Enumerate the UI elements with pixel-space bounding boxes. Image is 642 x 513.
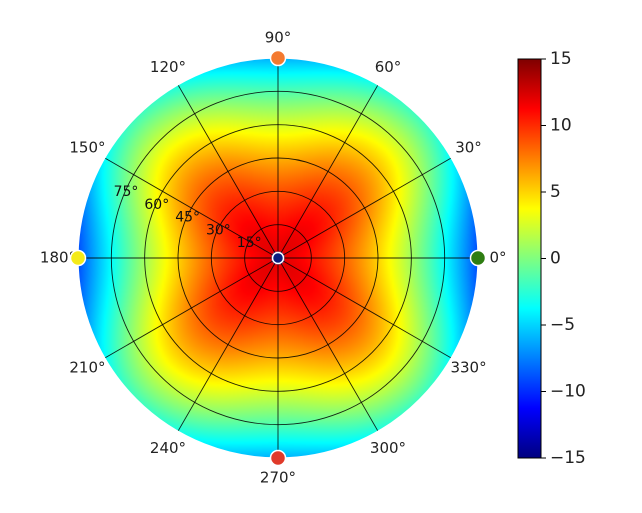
angle-tick-label: 60° xyxy=(375,58,402,76)
angle-tick-label: 30° xyxy=(455,139,482,157)
marker-point xyxy=(269,449,287,467)
angular-grid-line-240 xyxy=(177,257,279,432)
colorbar-tick-label: 10 xyxy=(550,116,572,136)
colorbar-tick-label: −5 xyxy=(550,315,575,335)
angular-grid-line-30 xyxy=(277,157,452,259)
angle-tick-label: 150° xyxy=(69,139,105,157)
angle-tick-label: 120° xyxy=(150,58,186,76)
radial-tick-label: 60° xyxy=(144,197,169,213)
marker-point xyxy=(271,251,285,265)
marker-point xyxy=(469,249,487,267)
angle-tick-label: 210° xyxy=(69,359,105,377)
angular-grid-line-210 xyxy=(104,257,279,359)
radial-tick-label: 30° xyxy=(206,222,231,238)
angle-tick-label: 180° xyxy=(40,249,76,267)
angular-grid-line-150 xyxy=(104,157,279,259)
colorbar-ticks: 15 10 5 0 −5 −10 −15 xyxy=(541,49,586,468)
colorbar: 15 10 5 0 −5 −10 −15 xyxy=(517,49,586,468)
angular-grid-line-330 xyxy=(277,257,452,359)
angular-grid-line-120 xyxy=(177,84,279,259)
marker-point xyxy=(269,49,287,67)
colorbar-gradient xyxy=(517,58,542,459)
angle-tick-label: 90° xyxy=(265,29,292,47)
edge-markers xyxy=(69,49,487,467)
angle-tick-label: 270° xyxy=(260,469,296,487)
angular-grid-line-300 xyxy=(277,257,379,432)
colorbar-tick-label: 15 xyxy=(550,49,572,69)
radial-tick-label: 15° xyxy=(237,235,262,251)
colorbar-tick-label: 5 xyxy=(550,182,561,202)
radial-tick-label: 75° xyxy=(114,184,139,200)
radial-tick-labels: 15° 30° 45° 60° 75° xyxy=(114,184,262,251)
angle-tick-label: 300° xyxy=(370,439,406,457)
colorbar-tick-label: −15 xyxy=(550,448,586,468)
colorbar-tick-label: −10 xyxy=(550,382,586,402)
angle-tick-label: 240° xyxy=(150,439,186,457)
marker-point xyxy=(69,249,87,267)
angle-tick-labels: 0° 30° 60° 90° 120° 150° 180° 210° 240° 270° 300° 3… xyxy=(40,29,507,487)
angular-grid-line-60 xyxy=(277,84,379,259)
angle-tick-label: 330° xyxy=(450,359,486,377)
radial-tick-label: 45° xyxy=(175,210,200,226)
colorbar-tick-label: 0 xyxy=(550,249,561,269)
angle-tick-label: 0° xyxy=(489,249,506,267)
